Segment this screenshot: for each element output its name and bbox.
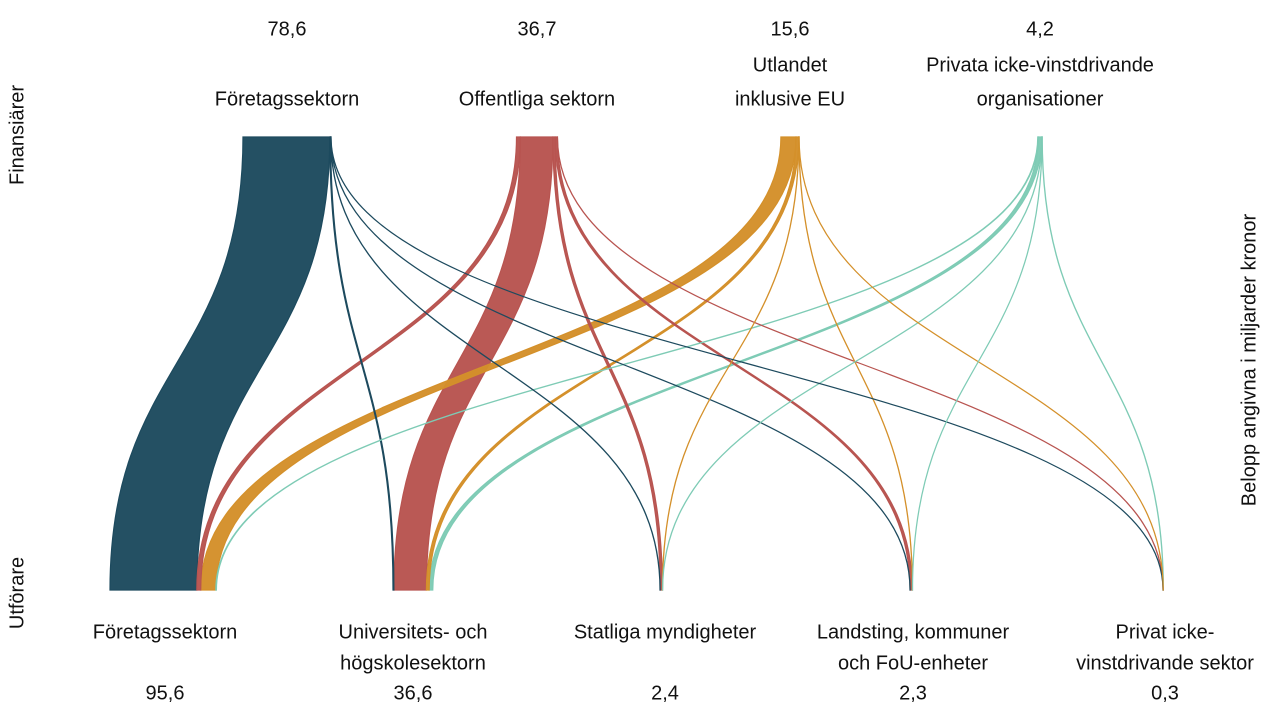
source-name: Företagssektorn (215, 88, 360, 110)
flow (109, 136, 331, 591)
source-name: Offentliga sektorn (459, 88, 615, 110)
source-name: Utlandet (753, 54, 828, 76)
target-name: Företagssektorn (93, 621, 238, 643)
flow (798, 136, 1164, 591)
target-total: 36,6 (394, 682, 433, 704)
flow (330, 136, 911, 591)
unit-label: Belopp angivna i miljarder kronor (1238, 213, 1260, 506)
flow (393, 136, 554, 591)
flow (330, 136, 1164, 591)
flow (911, 136, 1043, 591)
source-total: 78,6 (268, 18, 307, 40)
target-name: och FoU-enheter (838, 652, 988, 674)
target-total: 95,6 (146, 682, 185, 704)
flow (330, 136, 661, 591)
axis-label-bottom: Utförare (6, 557, 28, 629)
flow (196, 136, 522, 591)
target-name: Landsting, kommuner (817, 621, 1010, 643)
target-total: 0,3 (1151, 682, 1179, 704)
target-total: 2,3 (899, 682, 927, 704)
target-name: vinstdrivande sektor (1076, 652, 1254, 674)
target-total: 2,4 (651, 682, 679, 704)
flow (661, 136, 1043, 591)
axis-label-top: Finansiärer (6, 85, 28, 185)
source-name: Privata icke-vinstdrivande (926, 54, 1154, 76)
flow (798, 136, 914, 591)
flow (1041, 136, 1164, 591)
source-name: organisationer (977, 88, 1104, 110)
flow (215, 136, 1039, 591)
target-name: Statliga myndigheter (574, 621, 757, 643)
flow (329, 136, 395, 591)
source-total: 36,7 (518, 18, 557, 40)
flows (109, 136, 1164, 591)
flow (661, 136, 800, 591)
source-total: 15,6 (771, 18, 810, 40)
source-total: 4,2 (1026, 18, 1054, 40)
target-name: högskolesektorn (340, 652, 486, 674)
source-name: inklusive EU (735, 88, 845, 110)
target-name: Privat icke- (1116, 621, 1215, 643)
flow (425, 136, 800, 591)
target-name: Universitets- och (339, 621, 488, 643)
